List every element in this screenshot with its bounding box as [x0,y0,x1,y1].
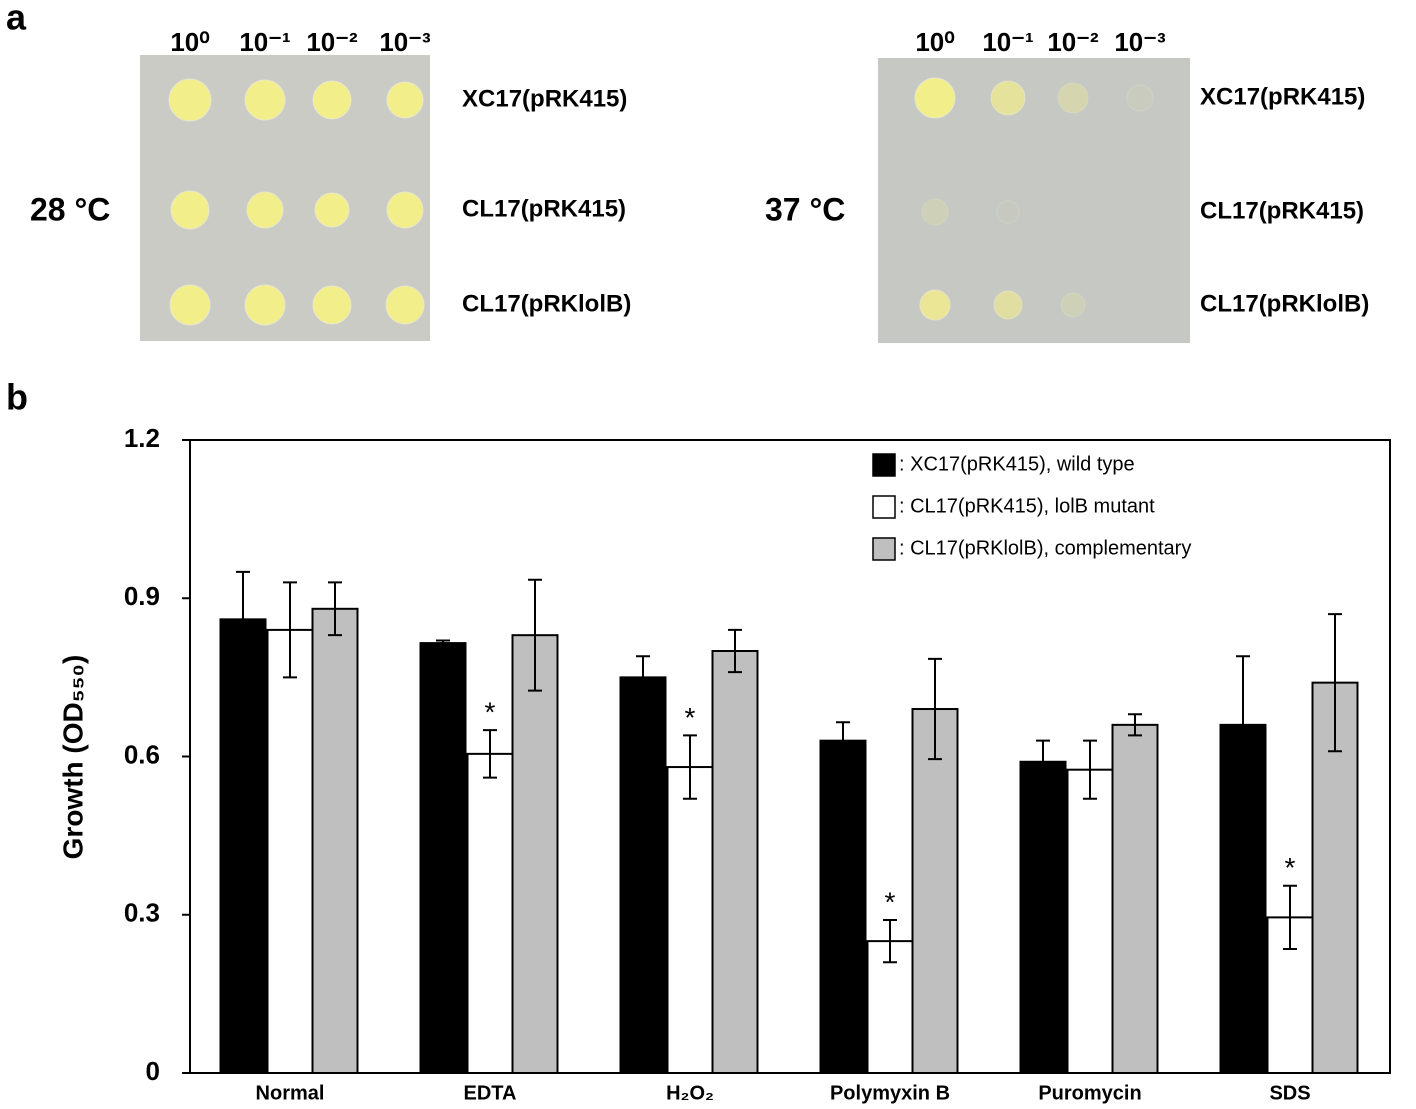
strain-label: CL17(pRKlolB) [462,290,631,317]
error-bar [1036,739,1050,784]
significance-mark: * [1285,852,1296,883]
colony-spot [169,284,211,326]
dilution-label: 10⁻¹ [982,27,1033,57]
colony-spot [385,285,425,325]
y-tick-label: 0.9 [124,581,160,611]
plot-frame [189,439,1391,1074]
significance-mark: * [485,697,496,728]
error-bar [483,729,497,779]
legend-label: : CL17(pRKlolB), complementary [899,537,1191,559]
colony-spot [1060,292,1086,318]
bar [266,628,314,1075]
colony-spot [170,190,210,230]
dilution-label: 10⁰ [170,27,209,57]
error-bar [528,578,542,692]
y-axis-label: Growth (OD₅₅₀) [57,655,88,860]
colony-spot [386,81,424,119]
dilution-label: 10⁻¹ [239,27,290,57]
dilution-label: 10⁻³ [379,27,431,57]
error-bar [928,657,942,761]
colony-spot [914,77,956,119]
error-bar [236,570,250,668]
y-tick-label: 0.6 [124,739,160,769]
error-bar [1283,884,1297,951]
bar [666,766,714,1074]
bar [619,676,667,1074]
bar [1111,723,1159,1074]
error-bar [883,919,897,964]
bar [819,739,867,1074]
error-bar [1236,655,1250,795]
colony-spot [919,289,951,321]
bar [1066,768,1114,1074]
colony-spot [246,191,284,229]
colony-spot [1057,82,1089,114]
bar [1019,760,1067,1075]
temperature-label: 28 °C [30,191,110,227]
colony-spot [244,284,286,326]
legend-swatch [872,537,896,561]
error-bar [1083,739,1097,800]
dilution-label: 10⁻³ [1114,27,1166,57]
error-bar [283,581,297,679]
colony-spot [312,80,352,120]
dilution-label: 10⁻² [1047,27,1099,57]
dilution-label: 10⁻² [306,27,358,57]
colony-spot [1126,84,1154,112]
error-bar [328,581,342,637]
panel-label: b [6,377,28,418]
colony-spot [996,200,1020,224]
strain-label: CL17(pRKlolB) [1200,290,1369,317]
y-tick-label: 0 [146,1056,160,1086]
bar [419,642,467,1075]
error-bar [636,655,650,700]
legend-label: : CL17(pRK415), lolB mutant [899,495,1155,517]
colony-spot [168,78,212,122]
bar [311,607,359,1074]
error-bar [683,734,697,800]
colony-spot [314,192,350,228]
x-tick-label: SDS [1269,1082,1310,1104]
panel-label: a [6,0,27,38]
bar [711,650,759,1074]
strain-label: CL17(pRK415) [462,195,626,222]
legend-swatch [872,495,896,519]
error-bar [436,639,450,647]
x-tick-label: Polymyxin B [830,1082,950,1104]
y-tick-label: 0.3 [124,898,160,928]
colony-spot [921,198,949,226]
dilution-label: 10⁰ [915,27,954,57]
error-bar [1328,613,1342,753]
legend-label: : XC17(pRK415), wild type [899,453,1135,475]
y-tick-label: 1.2 [124,423,160,453]
x-tick-label: EDTA [464,1082,517,1104]
strain-label: CL17(pRK415) [1200,197,1364,224]
bar [219,618,267,1074]
significance-mark: * [885,886,896,917]
colony-spot [386,191,424,229]
error-bar [1128,713,1142,737]
bar [511,634,559,1074]
error-bar [728,628,742,674]
x-tick-label: Normal [256,1082,325,1104]
legend-swatch [872,453,896,477]
bar [466,752,514,1074]
x-tick-label: Puromycin [1038,1082,1141,1104]
error-bar [836,721,850,761]
strain-label: XC17(pRK415) [462,85,627,112]
colony-spot [312,285,352,325]
colony-spot [993,290,1023,320]
strain-label: XC17(pRK415) [1200,83,1365,110]
significance-mark: * [685,702,696,733]
temperature-label: 37 °C [765,191,845,227]
colony-spot [990,80,1026,116]
bar [911,708,959,1075]
colony-spot [244,79,286,121]
x-tick-label: H₂O₂ [666,1082,714,1104]
